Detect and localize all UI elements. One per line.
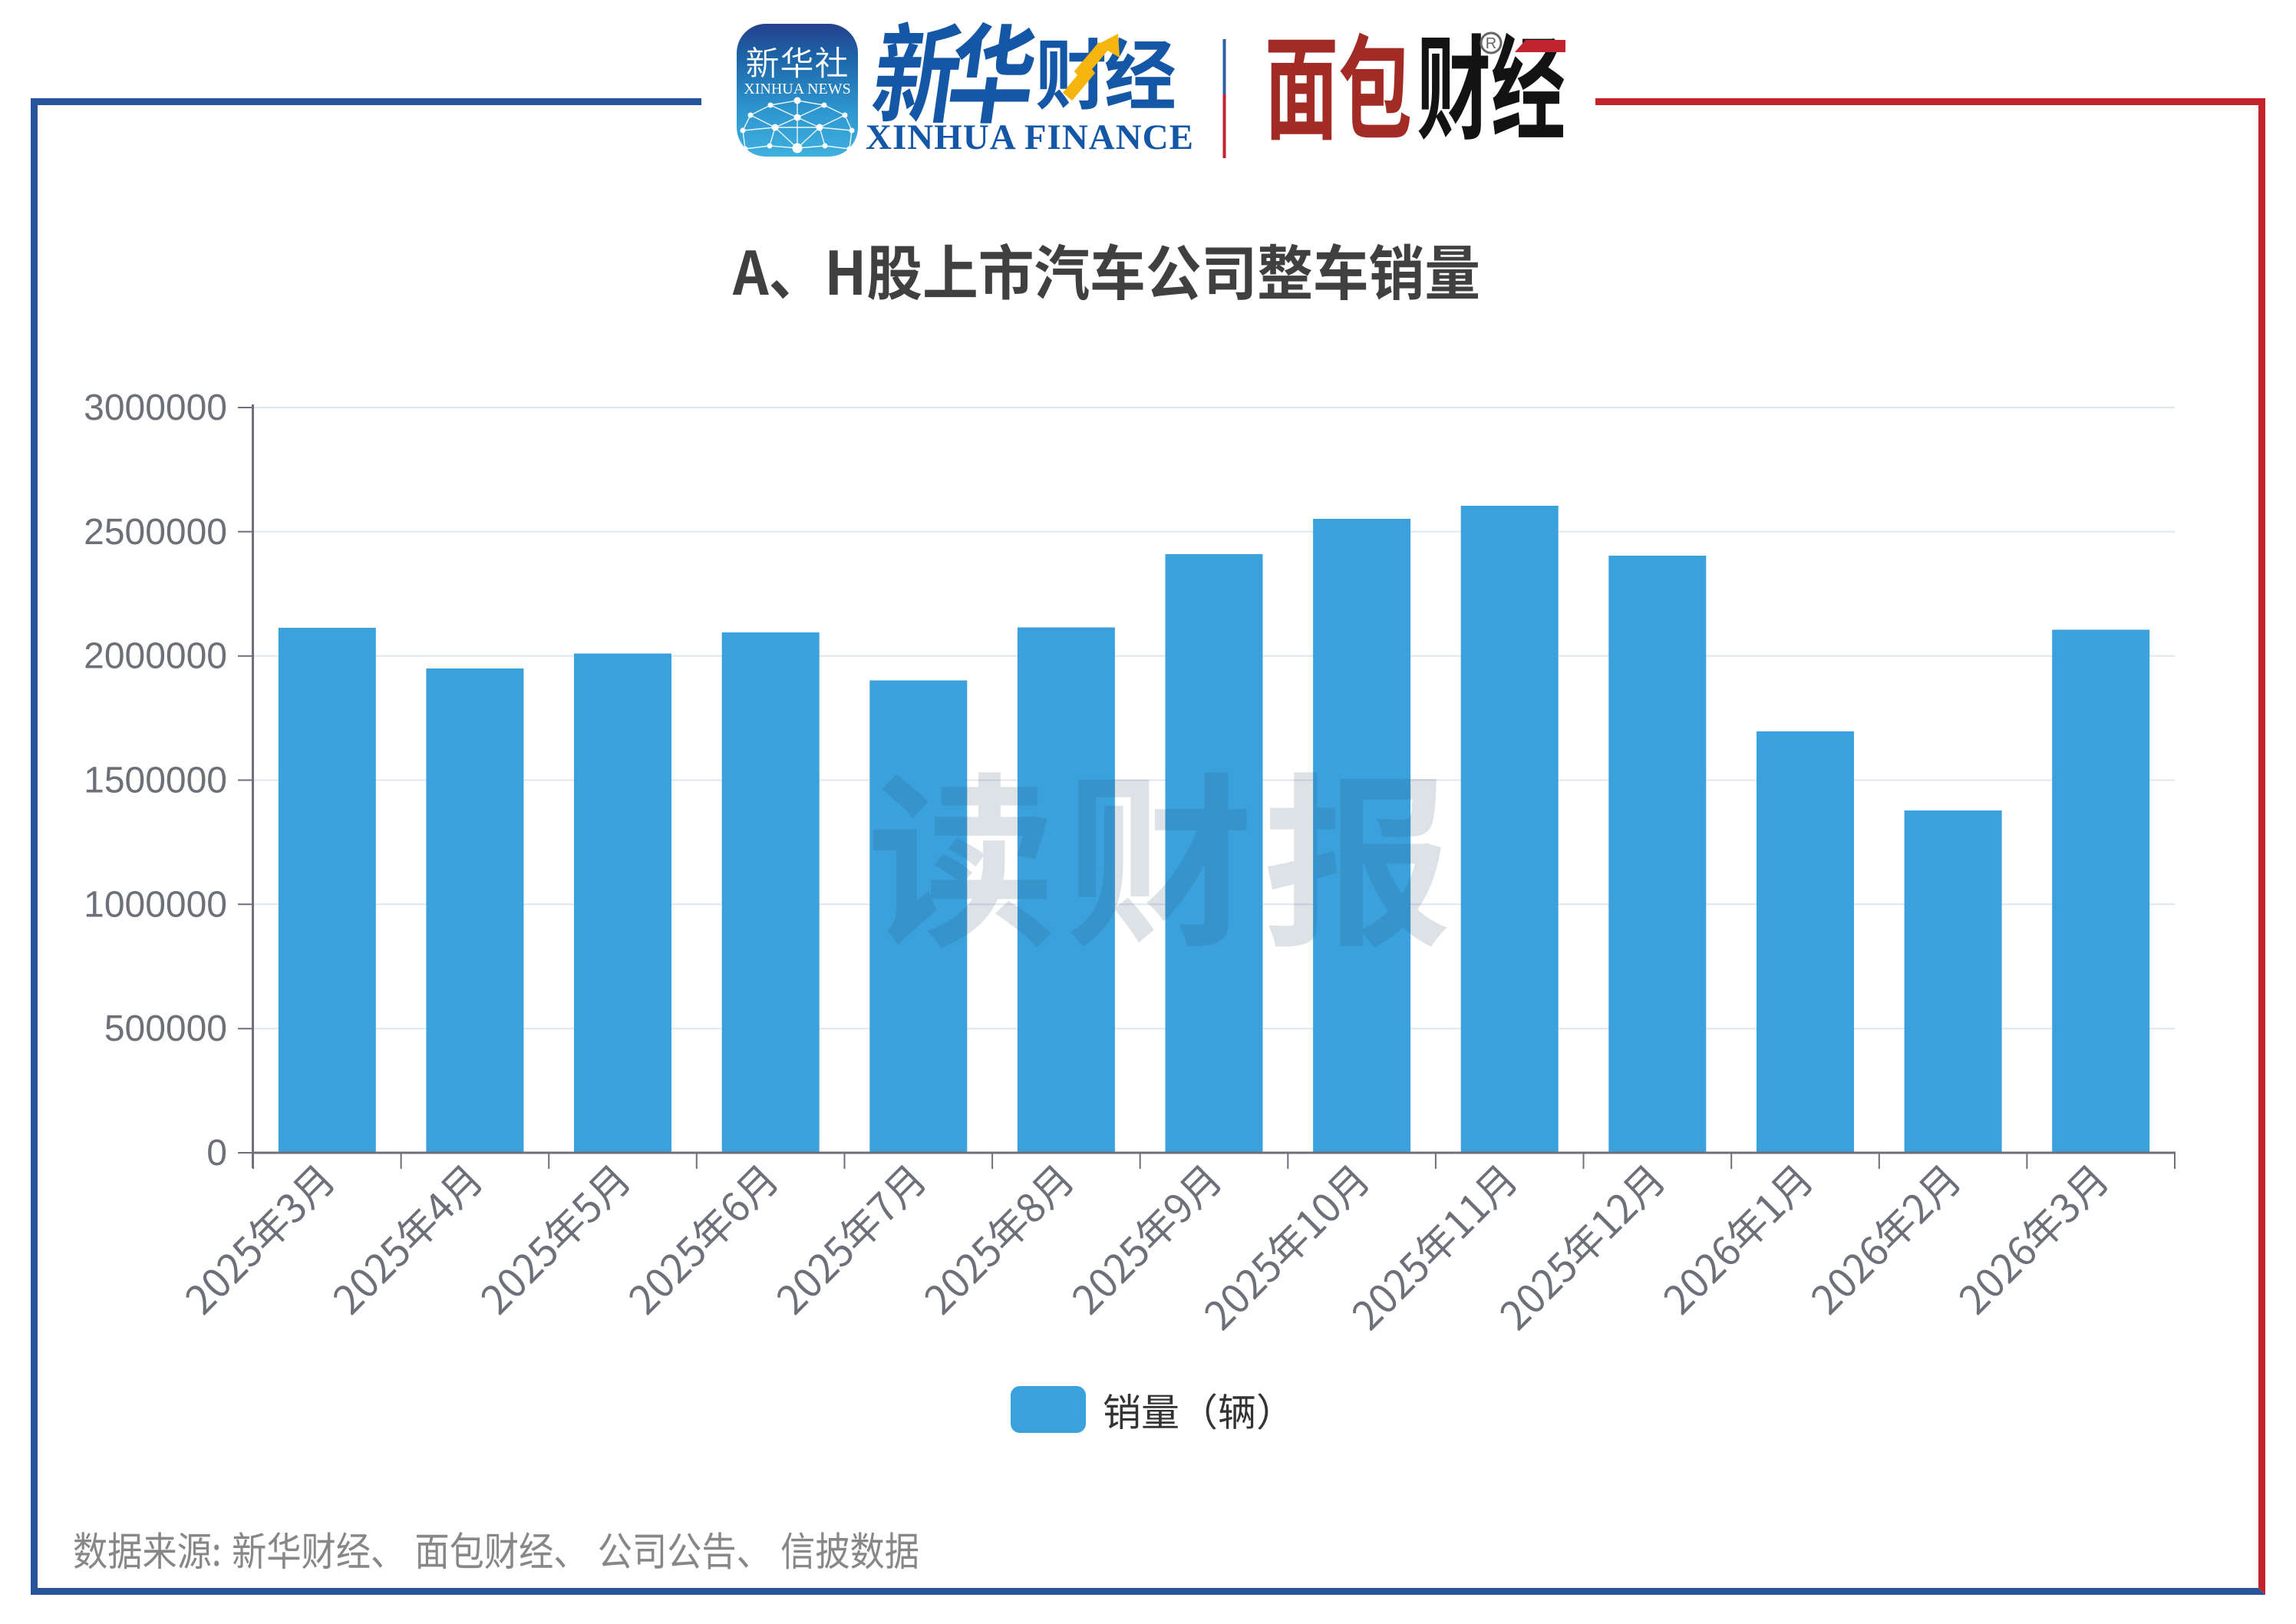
svg-text:R: R	[1486, 35, 1496, 52]
svg-text:500000: 500000	[104, 1008, 227, 1049]
svg-text:1000000: 1000000	[84, 884, 227, 925]
svg-text:0: 0	[206, 1133, 227, 1173]
svg-text:XINHUA NEWS: XINHUA NEWS	[744, 81, 850, 97]
svg-text:1500000: 1500000	[84, 761, 227, 801]
svg-text:2500000: 2500000	[84, 512, 227, 553]
svg-text:XINHUA FINANCE: XINHUA FINANCE	[866, 117, 1194, 157]
svg-text:2000000: 2000000	[84, 636, 227, 677]
svg-text:3000000: 3000000	[84, 388, 227, 428]
